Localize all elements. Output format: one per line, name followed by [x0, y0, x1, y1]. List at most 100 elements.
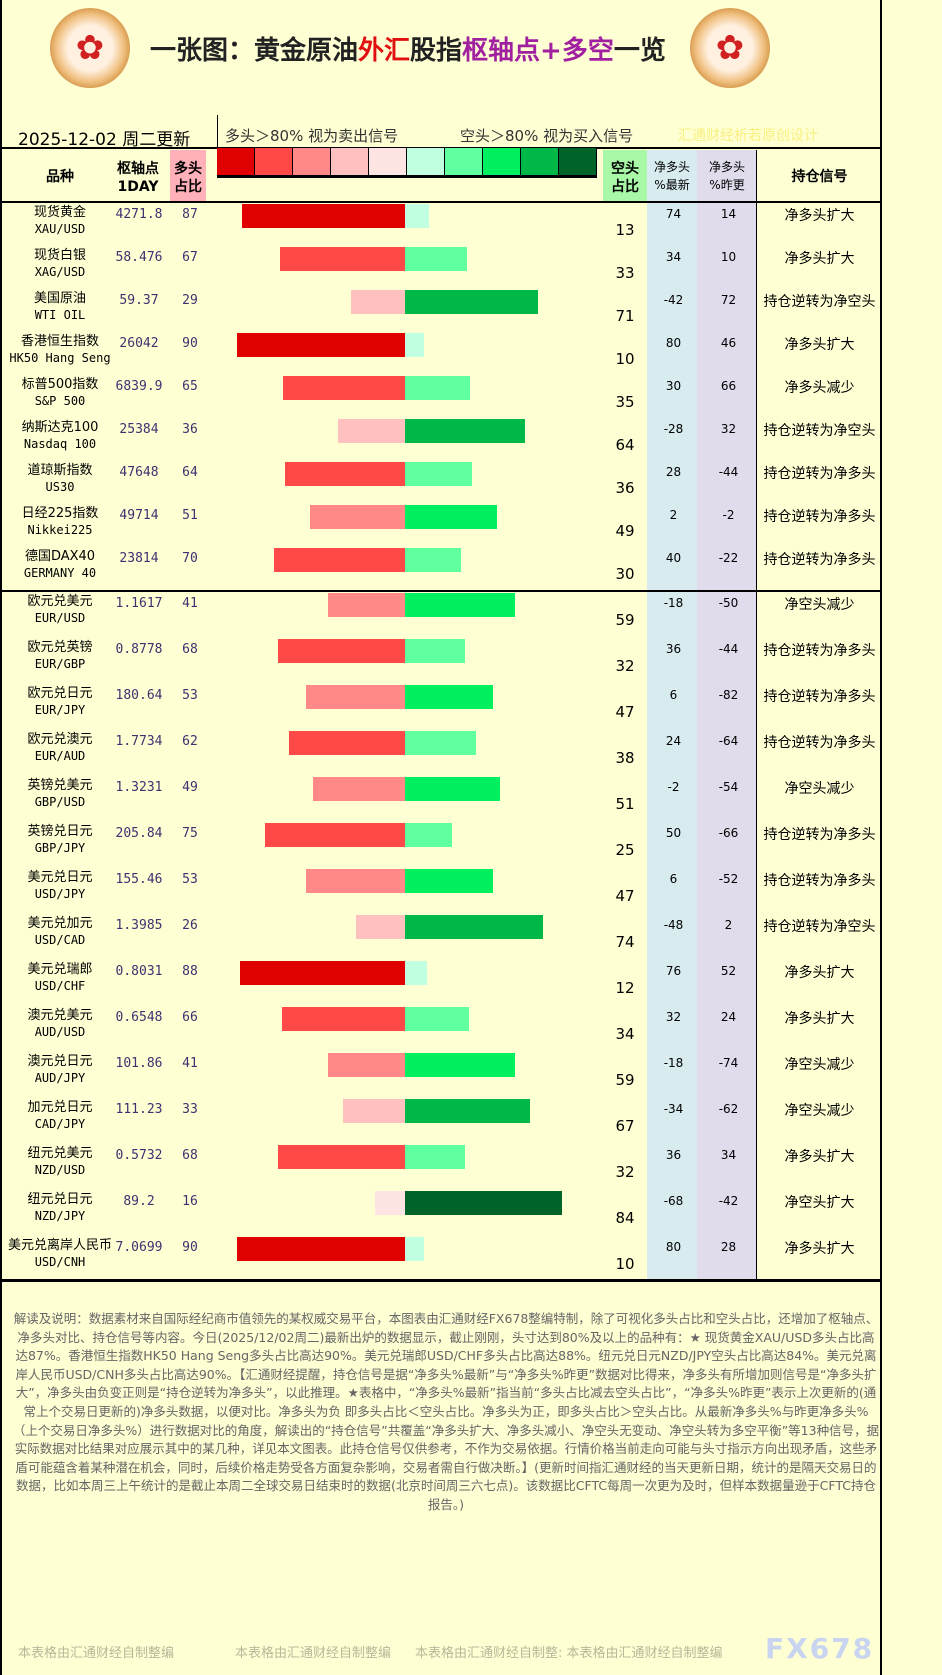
instrument-en: GERMANY 40: [23, 566, 97, 580]
short-bar: [405, 204, 430, 228]
header-name: 品种: [46, 169, 74, 185]
net-long-latest: 6: [669, 872, 678, 886]
position-signal: 持仓逆转为净多头: [763, 643, 876, 659]
header-text: 占比: [174, 179, 202, 195]
position-signal: 持仓逆转为净空头: [763, 919, 876, 935]
instrument-name: 欧元兑英镑 EUR/GBP: [0, 640, 120, 672]
scale-swatch: [521, 148, 559, 175]
instrument-cn: 加元兑日元: [27, 1100, 93, 1115]
short-percent: 64: [615, 435, 635, 454]
page-title: 一张图：黄金原油外汇股指枢轴点+多空一览: [150, 30, 666, 67]
position-signal: 持仓逆转为净空头: [763, 423, 876, 439]
instrument-cn: 欧元兑美元: [27, 594, 93, 609]
net-long-latest: 24: [665, 734, 682, 748]
table-row: 加元兑日元 CAD/JPY 111.23 33 67 -34 -62 净空头减少: [0, 1098, 882, 1144]
position-signal: 持仓逆转为净多头: [763, 873, 876, 889]
scale-swatch: [217, 148, 255, 175]
instrument-name: 美元兑离岸人民币 USD/CNH: [0, 1238, 120, 1270]
instrument-en: WTI OIL: [34, 308, 86, 322]
long-percent: 65: [182, 379, 198, 394]
scale-swatch: [369, 148, 407, 175]
instrument-cn: 英镑兑日元: [27, 824, 93, 839]
instrument-name: 美元兑日元 USD/JPY: [0, 870, 120, 902]
scale-swatch: [483, 148, 521, 175]
instrument-cn: 纽元兑美元: [27, 1146, 93, 1161]
update-date: 2025-12-02 周二更新: [18, 130, 191, 150]
instrument-name: 欧元兑美元 EUR/USD: [0, 594, 120, 626]
header-net-prev: 净多头 %昨更: [697, 158, 757, 194]
position-signal: 净多头扩大: [784, 965, 855, 981]
net-long-latest: 36: [665, 642, 682, 656]
long-bar: [236, 333, 405, 357]
instrument-en: USD/CNH: [34, 1255, 86, 1269]
pivot-value: 1.3985: [115, 918, 163, 933]
table-row: 香港恒生指数 HK50 Hang Seng 26042 90 10 80 46 净…: [0, 332, 882, 375]
scale-swatch: [331, 148, 369, 175]
instrument-en: EUR/GBP: [34, 657, 86, 671]
position-signal: 净多头扩大: [784, 208, 855, 224]
table-row: 欧元兑美元 EUR/USD 1.1617 41 59 -18 -50 净空头减少: [0, 592, 882, 638]
long-percent: 53: [182, 872, 198, 887]
instrument-en: US30: [45, 480, 75, 494]
short-percent: 10: [615, 349, 635, 368]
net-long-prev: 72: [720, 293, 737, 307]
net-long-latest: -48: [663, 918, 684, 932]
net-long-prev: 34: [720, 1148, 737, 1162]
short-bar: [405, 1099, 531, 1123]
long-bar: [305, 685, 405, 709]
net-long-prev: -74: [718, 1056, 739, 1070]
short-bar: [405, 333, 424, 357]
long-percent: 29: [182, 293, 198, 308]
table-row: 德国DAX40 GERMANY 40 23814 70 30 40 -22 持仓逆…: [0, 547, 882, 590]
pivot-value: 23814: [119, 551, 159, 566]
instrument-name: 英镑兑日元 GBP/JPY: [0, 824, 120, 856]
credit: 汇通财经析若原创设计: [678, 128, 818, 144]
instrument-name: 欧元兑日元 EUR/JPY: [0, 686, 120, 718]
instrument-cn: 日经225指数: [21, 506, 99, 521]
short-percent: 32: [615, 657, 635, 675]
pivot-value: 25384: [119, 422, 159, 437]
pivot-value: 111.23: [115, 1102, 163, 1117]
table-row: 标普500指数 S&P 500 6839.9 65 35 30 66 净多头减少: [0, 375, 882, 418]
position-signal: 持仓逆转为净多头: [763, 466, 876, 482]
divider: [0, 590, 882, 592]
pivot-value: 47648: [119, 465, 159, 480]
instrument-cn: 澳元兑美元: [27, 1008, 93, 1023]
pivot-value: 6839.9: [115, 379, 163, 394]
short-bar: [405, 548, 462, 572]
instrument-en: USD/JPY: [34, 887, 86, 901]
net-long-latest: 76: [665, 964, 682, 978]
table-row: 现货黄金 XAU/USD 4271.8 87 13 74 14 净多头扩大: [0, 203, 882, 246]
position-signal: 持仓逆转为净多头: [763, 552, 876, 568]
long-percent: 53: [182, 688, 198, 703]
instrument-cn: 现货黄金: [33, 205, 86, 220]
long-bar: [285, 462, 405, 486]
table-row: 纽元兑美元 NZD/USD 0.5732 68 32 36 34 净多头扩大: [0, 1144, 882, 1190]
short-percent: 13: [615, 220, 635, 239]
instrument-en: HK50 Hang Seng: [9, 351, 111, 365]
instrument-name: 加元兑日元 CAD/JPY: [0, 1100, 120, 1132]
instrument-cn: 欧元兑澳元: [27, 732, 93, 747]
divider: [0, 201, 882, 203]
net-long-latest: 30: [665, 379, 682, 393]
short-bar: [405, 1007, 469, 1031]
net-long-prev: 14: [720, 207, 737, 221]
long-percent: 49: [182, 780, 198, 795]
position-signal: 净多头扩大: [784, 1011, 855, 1027]
short-bar: [405, 1145, 465, 1169]
net-long-latest: 80: [665, 336, 682, 350]
net-long-latest: 6: [669, 688, 678, 702]
instrument-name: 道琼斯指数 US30: [0, 463, 120, 495]
pivot-value: 58.476: [115, 250, 163, 265]
short-percent: 71: [615, 306, 635, 325]
net-long-latest: -18: [663, 596, 684, 610]
instrument-name: 欧元兑澳元 EUR/AUD: [0, 732, 120, 764]
position-signal: 持仓逆转为净多头: [763, 735, 876, 751]
instrument-cn: 英镑兑美元: [27, 778, 93, 793]
net-long-latest: -34: [663, 1102, 684, 1116]
header-long: 多头 占比: [170, 160, 206, 196]
pivot-value: 4271.8: [115, 207, 163, 222]
long-percent: 66: [182, 1010, 198, 1025]
header-text: %最新: [654, 178, 690, 192]
position-signal: 净多头扩大: [784, 1241, 855, 1257]
